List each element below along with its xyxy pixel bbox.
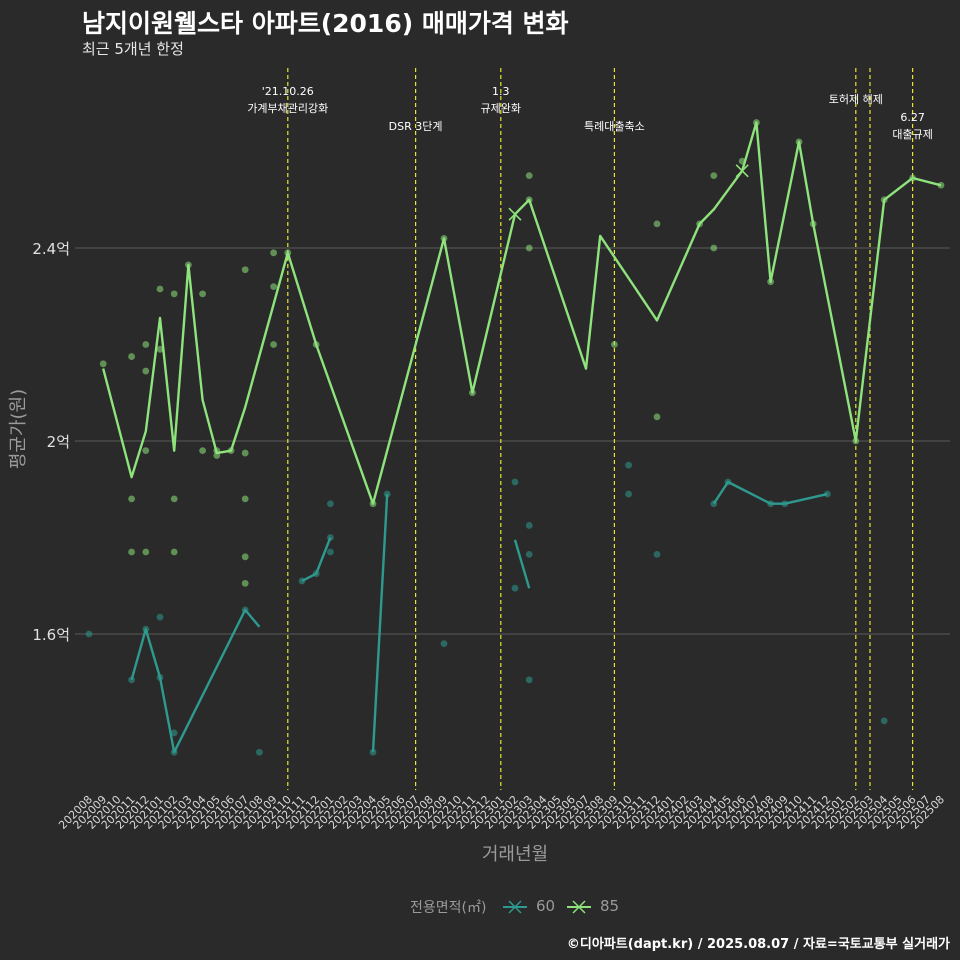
chart-subtitle: 최근 5개년 한정 bbox=[82, 40, 184, 58]
series-marker-85 bbox=[508, 207, 522, 221]
data-point-60 bbox=[625, 490, 632, 498]
event-label: 토허제 해제 bbox=[829, 92, 883, 106]
data-point-60 bbox=[625, 461, 632, 469]
legend: 전용면적(㎡) 60 85 bbox=[0, 895, 960, 919]
data-point-85 bbox=[241, 553, 249, 561]
event-label: 1.3 bbox=[492, 85, 510, 98]
y-axis-title: 평균가(원) bbox=[8, 389, 29, 469]
data-point-85 bbox=[241, 266, 249, 274]
event-label: '21.10.26 bbox=[262, 85, 314, 98]
event-label: 특례대출축소 bbox=[584, 120, 645, 133]
data-point-60 bbox=[880, 717, 888, 725]
data-point-60 bbox=[156, 613, 164, 621]
data-point-60 bbox=[525, 522, 533, 529]
data-point-85 bbox=[241, 579, 249, 587]
data-point-85 bbox=[199, 447, 207, 455]
legend-title: 전용면적(㎡) bbox=[410, 900, 487, 916]
data-point-60 bbox=[525, 676, 533, 684]
data-point-85 bbox=[142, 341, 150, 348]
data-point-85 bbox=[156, 285, 164, 293]
data-point-60 bbox=[511, 584, 519, 592]
data-point-85 bbox=[142, 447, 150, 455]
data-point-85 bbox=[270, 249, 277, 257]
data-point-60 bbox=[369, 748, 377, 756]
data-point-60 bbox=[327, 548, 334, 556]
data-point-85 bbox=[156, 345, 164, 353]
data-point-85 bbox=[199, 290, 207, 298]
data-point-60 bbox=[824, 490, 831, 498]
data-point-60 bbox=[440, 640, 448, 648]
source-caption: ©디아파트(dapt.kr) / 2025.08.07 / 자료=국토교통부 실… bbox=[566, 937, 950, 952]
event-label: 가계부채관리강화 bbox=[247, 102, 328, 115]
event-label: DSR 3단계 bbox=[389, 120, 443, 133]
data-point-85 bbox=[142, 367, 150, 375]
data-point-85 bbox=[710, 172, 718, 180]
event-label: 6.27 bbox=[900, 111, 925, 124]
x-axis-title: 거래년월 bbox=[482, 844, 548, 865]
data-point-85 bbox=[611, 341, 618, 348]
data-point-85 bbox=[241, 449, 249, 457]
data-point-85 bbox=[170, 495, 178, 503]
data-point-60 bbox=[525, 550, 533, 558]
event-label: 대출규제 bbox=[892, 128, 932, 141]
data-point-85 bbox=[653, 413, 661, 421]
data-point-85 bbox=[128, 495, 136, 503]
data-point-60 bbox=[327, 500, 334, 508]
series-line-85 bbox=[102, 121, 942, 505]
series-line-60 bbox=[130, 608, 261, 754]
legend-label-60: 60 bbox=[536, 897, 556, 915]
legend-key-60 bbox=[503, 900, 527, 914]
data-point-60 bbox=[170, 729, 178, 737]
legend-label-85: 85 bbox=[600, 897, 620, 915]
data-point-85 bbox=[99, 360, 107, 368]
series-line-60 bbox=[301, 537, 332, 582]
event-label: 규제완화 bbox=[481, 102, 521, 115]
data-point-85 bbox=[170, 290, 178, 298]
y-tick-label: 1.6억 bbox=[32, 626, 70, 644]
data-point-85 bbox=[170, 548, 178, 556]
series-line-60 bbox=[371, 494, 389, 753]
legend-key-85 bbox=[567, 900, 591, 914]
data-point-85 bbox=[525, 244, 533, 252]
data-point-85 bbox=[710, 244, 718, 252]
series-marker-85 bbox=[735, 164, 749, 178]
data-point-85 bbox=[128, 353, 136, 360]
data-point-85 bbox=[241, 495, 249, 503]
data-point-85 bbox=[525, 172, 533, 180]
data-point-85 bbox=[653, 220, 661, 228]
series-line-60 bbox=[513, 539, 531, 589]
data-point-60 bbox=[85, 630, 93, 638]
y-tick-label: 2.4억 bbox=[32, 240, 70, 258]
data-point-85 bbox=[128, 548, 136, 556]
data-point-60 bbox=[653, 550, 661, 558]
data-point-85 bbox=[270, 283, 277, 290]
data-point-60 bbox=[511, 478, 519, 486]
data-point-85 bbox=[270, 341, 277, 348]
y-tick-label: 2억 bbox=[47, 433, 70, 451]
data-point-60 bbox=[383, 490, 391, 498]
series-line-60 bbox=[712, 480, 828, 505]
data-point-60 bbox=[256, 748, 263, 756]
chart-title: 남지이원웰스타 아파트(2016) 매매가격 변화 bbox=[82, 9, 569, 38]
data-point-85 bbox=[142, 548, 150, 556]
